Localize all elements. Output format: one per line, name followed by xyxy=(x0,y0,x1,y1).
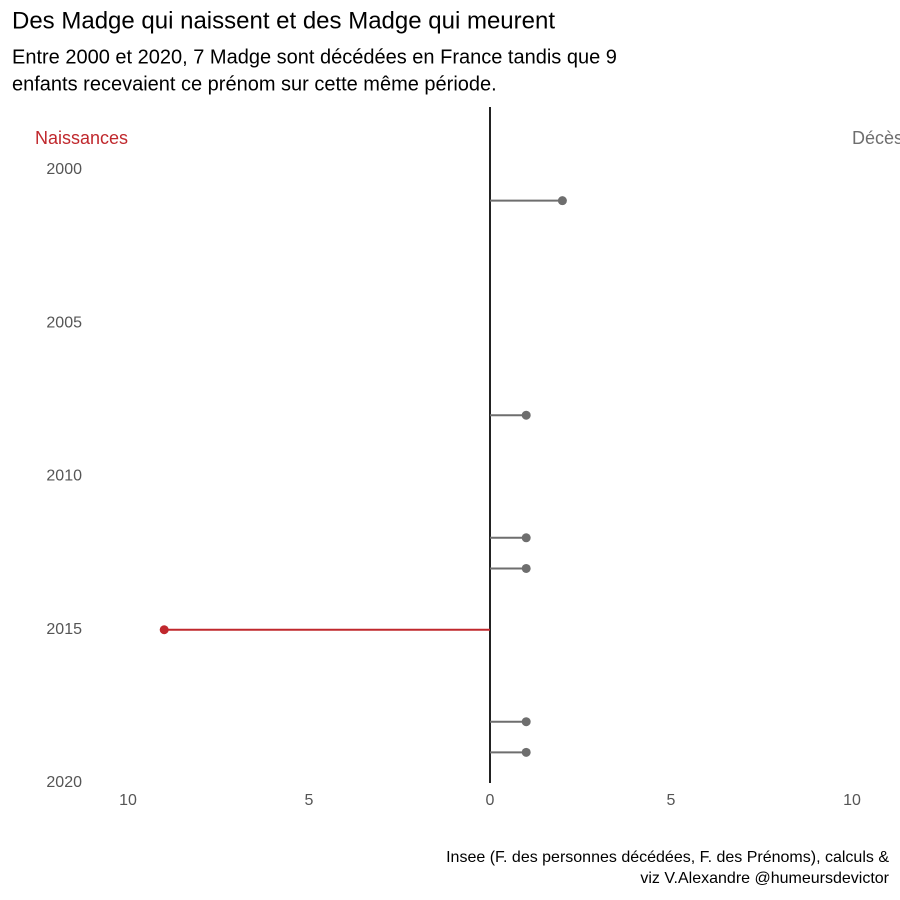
y-tick-label: 2020 xyxy=(46,774,82,791)
dot xyxy=(557,196,567,206)
dot xyxy=(521,747,531,757)
series-label: Naissances xyxy=(35,128,128,148)
dot xyxy=(521,410,531,420)
chart-subtitle: Entre 2000 et 2020, 7 Madge sont décédée… xyxy=(12,46,617,68)
dot xyxy=(159,625,169,635)
x-tick-label: 5 xyxy=(667,792,676,809)
x-tick-label: 10 xyxy=(119,792,137,809)
y-tick-label: 2005 xyxy=(46,314,82,331)
caption: viz V.Alexandre @humeursdevictor xyxy=(640,870,889,887)
series-label: Décès xyxy=(852,128,900,148)
y-tick-label: 2015 xyxy=(46,621,82,638)
x-tick-label: 5 xyxy=(305,792,314,809)
chart-title: Des Madge qui naissent et des Madge qui … xyxy=(12,7,555,34)
y-tick-label: 2010 xyxy=(46,468,82,485)
x-tick-label: 0 xyxy=(486,792,495,809)
chart-subtitle: enfants recevaient ce prénom sur cette m… xyxy=(12,73,497,95)
caption: Insee (F. des personnes décédées, F. des… xyxy=(446,849,889,866)
dot xyxy=(521,563,531,573)
dot xyxy=(521,533,531,543)
x-tick-label: 10 xyxy=(843,792,861,809)
dot xyxy=(521,717,531,727)
y-tick-label: 2000 xyxy=(46,161,82,178)
